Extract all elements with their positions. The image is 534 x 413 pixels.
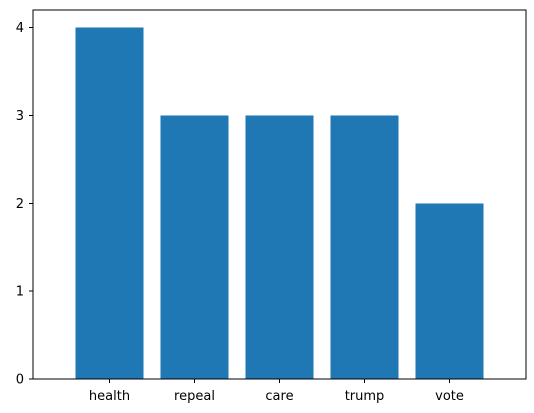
y-axis: 0 1 2 3 4 <box>16 21 33 388</box>
y-tick-label: 1 <box>16 285 24 300</box>
bars-group <box>75 27 484 380</box>
bar-trump <box>330 115 399 380</box>
x-tick-label: trump <box>345 389 385 404</box>
y-tick-label: 3 <box>16 109 24 124</box>
y-tick-label: 2 <box>16 197 24 212</box>
y-tick-label: 0 <box>16 373 24 388</box>
y-tick-label: 4 <box>16 21 24 36</box>
x-tick-label: vote <box>435 389 464 404</box>
x-tick-label: repeal <box>174 389 215 404</box>
plot-frame <box>32 9 527 380</box>
bar-repeal <box>160 115 229 380</box>
x-tick-label: care <box>265 389 293 404</box>
bar-health <box>75 27 144 379</box>
x-tick-label: health <box>89 389 130 404</box>
bar-care <box>245 115 314 380</box>
x-axis: health repeal care trump vote <box>89 379 464 404</box>
bar-vote <box>415 203 484 379</box>
